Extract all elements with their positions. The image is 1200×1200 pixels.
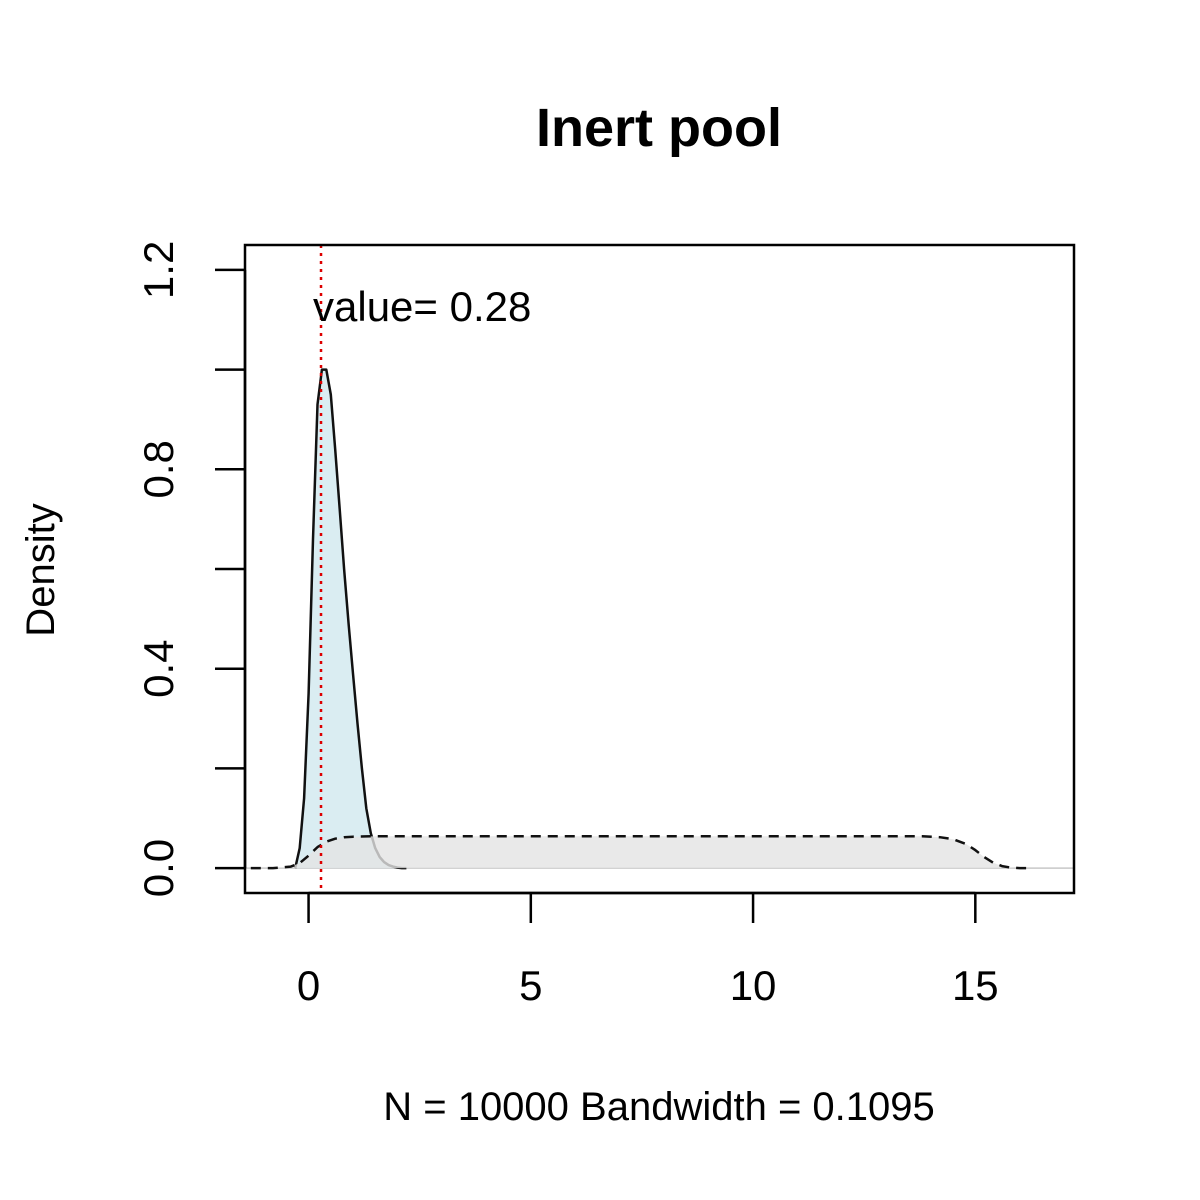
x-tick-label: 5 xyxy=(519,962,542,1009)
y-tick-label: 0.8 xyxy=(135,440,182,498)
y-tick-label: 0.4 xyxy=(135,640,182,698)
y-axis-label: Density xyxy=(19,503,63,636)
x-axis-label: N = 10000 Bandwidth = 0.1095 xyxy=(383,1085,935,1129)
y-tick-label: 0.0 xyxy=(135,839,182,897)
plot-area xyxy=(245,245,1074,893)
density-fill-2 xyxy=(250,836,1034,869)
density-line-2 xyxy=(250,834,1034,870)
density-fill-1 xyxy=(295,369,407,869)
value-annotation: value= 0.28 xyxy=(313,283,531,330)
chart-title: Inert pool xyxy=(536,98,782,158)
x-axis: 0 5 10 15 xyxy=(297,891,999,1009)
x-tick-label: 15 xyxy=(952,962,999,1009)
y-tick-label: 1.2 xyxy=(135,241,182,299)
y-axis: 0.0 0.4 0.8 1.2 xyxy=(135,241,247,897)
x-tick-label: 0 xyxy=(297,962,320,1009)
x-tick-label: 10 xyxy=(730,962,777,1009)
plot-frame xyxy=(243,243,1076,895)
